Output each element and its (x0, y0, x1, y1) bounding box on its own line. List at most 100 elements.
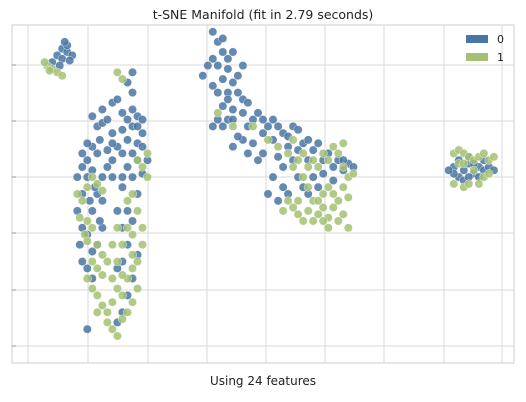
point-class-0 (128, 88, 137, 98)
point-class-1 (303, 182, 313, 192)
point-class-0 (123, 206, 132, 216)
point-class-0 (123, 135, 132, 145)
legend-label-1: 1 (497, 51, 504, 64)
point-class-1 (113, 67, 122, 77)
point-class-1 (293, 209, 303, 219)
point-class-0 (233, 132, 243, 141)
point-class-1 (82, 236, 92, 246)
point-class-1 (318, 203, 328, 212)
point-class-0 (133, 122, 142, 131)
point-class-1 (92, 179, 102, 189)
point-class-0 (268, 172, 278, 182)
point-class-1 (449, 179, 459, 189)
point-class-0 (223, 64, 233, 74)
point-class-0 (208, 27, 218, 37)
point-class-1 (278, 206, 288, 216)
point-class-1 (248, 122, 258, 131)
point-class-1 (40, 57, 49, 67)
point-class-1 (118, 314, 127, 324)
point-class-0 (258, 128, 268, 138)
point-class-0 (113, 206, 122, 216)
point-class-1 (113, 331, 122, 341)
point-class-1 (273, 142, 283, 152)
legend: 0 1 (466, 33, 504, 64)
point-class-0 (233, 88, 243, 98)
point-class-1 (288, 135, 298, 145)
point-class-0 (218, 74, 228, 84)
point-class-1 (228, 122, 238, 131)
point-class-1 (128, 263, 137, 273)
point-class-0 (128, 172, 137, 182)
point-class-0 (118, 148, 127, 158)
point-class-1 (313, 209, 323, 219)
point-class-0 (108, 155, 117, 165)
point-class-0 (223, 95, 233, 104)
point-class-0 (77, 257, 87, 266)
point-class-1 (98, 301, 107, 310)
point-class-1 (87, 172, 97, 182)
point-class-0 (77, 162, 87, 172)
point-class-0 (228, 47, 238, 57)
point-class-0 (213, 88, 223, 98)
point-class-1 (308, 155, 318, 165)
point-class-0 (278, 162, 288, 172)
point-class-0 (95, 216, 105, 226)
point-class-0 (118, 108, 127, 118)
point-class-1 (459, 159, 469, 169)
point-class-1 (118, 240, 127, 250)
point-class-1 (308, 216, 318, 226)
point-class-1 (87, 284, 97, 293)
point-class-1 (118, 74, 127, 84)
point-class-0 (87, 111, 97, 121)
point-class-0 (238, 108, 248, 118)
point-class-0 (223, 54, 233, 64)
point-class-0 (92, 148, 102, 158)
point-class-1 (484, 169, 494, 179)
point-class-1 (338, 138, 348, 148)
point-class-0 (128, 148, 137, 158)
point-class-0 (108, 172, 117, 182)
point-class-0 (128, 105, 137, 114)
point-class-1 (298, 216, 308, 226)
chart-title: t-SNE Manifold (fit in 2.79 seconds) (153, 7, 374, 22)
point-class-1 (138, 162, 147, 172)
point-class-0 (308, 145, 318, 155)
point-class-0 (218, 34, 228, 43)
point-class-0 (278, 182, 288, 192)
point-class-0 (108, 138, 117, 148)
point-class-1 (313, 196, 323, 206)
point-class-1 (338, 209, 348, 219)
point-class-1 (303, 162, 313, 172)
point-class-1 (98, 186, 107, 196)
point-class-0 (82, 155, 92, 165)
point-class-1 (108, 240, 117, 250)
point-class-0 (208, 54, 218, 64)
point-class-1 (313, 162, 323, 172)
point-class-1 (303, 206, 313, 216)
point-class-1 (113, 284, 122, 293)
point-class-1 (98, 250, 107, 260)
point-class-0 (233, 71, 243, 81)
point-class-1 (123, 223, 132, 233)
point-class-1 (133, 257, 142, 266)
point-class-1 (82, 216, 92, 226)
point-class-1 (128, 297, 137, 307)
point-class-1 (288, 203, 298, 212)
point-class-1 (338, 162, 348, 172)
legend-label-0: 0 (497, 33, 504, 46)
point-class-0 (273, 152, 283, 162)
point-class-0 (87, 247, 97, 256)
point-class-1 (323, 223, 333, 233)
point-class-0 (98, 172, 107, 182)
point-class-0 (128, 67, 137, 77)
point-class-1 (318, 189, 328, 199)
point-class-1 (92, 290, 102, 300)
point-class-1 (343, 192, 353, 202)
point-class-1 (293, 196, 303, 206)
point-class-1 (333, 196, 343, 206)
point-class-0 (228, 78, 238, 87)
point-class-1 (328, 203, 338, 212)
legend-swatch-1 (466, 53, 488, 61)
point-class-1 (133, 155, 142, 165)
point-class-0 (238, 61, 248, 70)
